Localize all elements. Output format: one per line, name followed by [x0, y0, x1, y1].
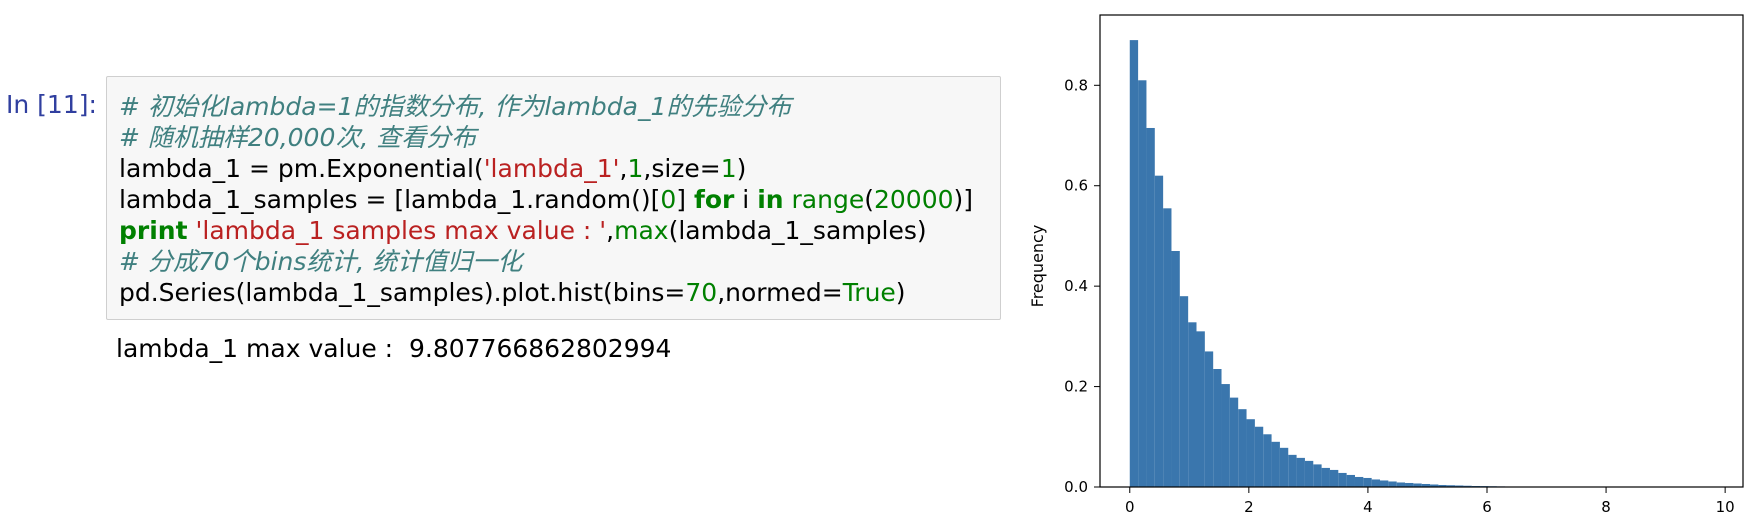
y-tick-label: 0.2 [1064, 378, 1088, 396]
histogram-bar [1388, 481, 1397, 487]
histogram-bar [1196, 331, 1205, 487]
histogram-bar [1246, 419, 1255, 487]
y-axis-label: Frequency [1028, 225, 1047, 308]
code-token-kw: in [757, 185, 784, 214]
code-token-builtin: max [614, 216, 669, 245]
histogram-bar [1304, 460, 1314, 487]
histogram-bar [1146, 127, 1155, 487]
code-token-plain: )] [953, 185, 974, 214]
code-token-plain: ] [676, 185, 694, 214]
code-token-plain: ( [864, 185, 874, 214]
histogram-output: 0 2 4 6 8 10 0.0 0.2 0.4 0.6 0.8 Frequency [1010, 0, 1760, 514]
plot-frame [1099, 14, 1744, 488]
code-token-num: 20000 [874, 185, 954, 214]
histogram-bar [1313, 464, 1322, 487]
code-token-builtin: range [791, 185, 865, 214]
code-token-num: 0 [660, 185, 677, 214]
code-token-plain: ) [895, 278, 906, 307]
input-prompt: In [11]: [6, 90, 97, 119]
x-tick-label: 4 [1363, 498, 1373, 514]
histogram-bar [1329, 469, 1339, 487]
histogram-bar [1213, 369, 1222, 487]
code-line: # 分成70个bins统计, 统计值归一化 [119, 246, 522, 278]
y-tick-label: 0.8 [1064, 76, 1088, 94]
code-token-string: 'lambda_1' [483, 154, 620, 183]
y-tick-label: 0.4 [1064, 277, 1088, 295]
code-token-comment: # 初始化lambda=1的指数分布, 作为lambda_1的先验分布 [119, 92, 792, 121]
histogram-bar [1438, 484, 1447, 487]
code-token-plain: , [606, 216, 615, 245]
histogram-bar [1279, 447, 1289, 487]
histogram-bar [1463, 485, 1472, 487]
code-token-string: 'lambda_1 samples max value : ' [195, 216, 607, 245]
x-tick-label: 10 [1716, 498, 1735, 514]
code-token-plain: ) [736, 154, 747, 183]
code-token-num: 1 [720, 154, 737, 183]
histogram-bar [1238, 409, 1247, 487]
histogram-bar [1455, 485, 1464, 487]
x-tick-label: 0 [1125, 498, 1135, 514]
code-line: lambda_1 = pm.Exponential('lambda_1',1,s… [119, 153, 746, 185]
histogram-bar [1221, 384, 1230, 487]
histogram-bar [1296, 457, 1305, 487]
histogram-bar [1288, 454, 1297, 487]
histogram-bar [1271, 441, 1280, 487]
histogram-bar [1171, 251, 1180, 487]
code-token-plain: ,normed= [717, 278, 843, 307]
code-token-plain: lambda_1 = pm.Exponential( [119, 154, 484, 183]
histogram-bar [1138, 80, 1147, 487]
code-line: lambda_1_samples = [lambda_1.random()[0]… [119, 184, 973, 216]
histogram-bar [1321, 467, 1330, 487]
code-token-plain: pd.Series(lambda_1_samples).plot.hist(bi… [119, 278, 686, 307]
histogram-bar [1263, 434, 1272, 487]
histogram-bar [1354, 476, 1364, 487]
code-line: pd.Series(lambda_1_samples).plot.hist(bi… [119, 277, 906, 309]
code-line: print 'lambda_1 samples max value : ',ma… [119, 215, 927, 247]
histogram-bar [1446, 485, 1456, 487]
code-token-plain: i [734, 185, 758, 214]
histogram-bar [1363, 477, 1372, 487]
x-tick-label: 8 [1601, 498, 1611, 514]
code-token-plain: lambda_1_samples = [lambda_1.random()[ [119, 185, 661, 214]
code-token-plain [188, 216, 196, 245]
histogram-bar [1405, 482, 1414, 487]
code-cell[interactable]: # 初始化lambda=1的指数分布, 作为lambda_1的先验分布 # 随机抽… [106, 76, 1001, 320]
histogram-chart: 0 2 4 6 8 10 0.0 0.2 0.4 0.6 0.8 Frequency [1028, 14, 1744, 514]
code-token-num: 70 [685, 278, 718, 307]
histogram-bar [1338, 472, 1347, 487]
code-token-plain: (lambda_1_samples) [668, 216, 927, 245]
histogram-bar [1430, 484, 1439, 487]
code-token-kw: print [119, 216, 188, 245]
y-tick-label: 0.0 [1064, 478, 1088, 496]
histogram-bar [1380, 480, 1389, 487]
histogram-bar [1204, 351, 1214, 487]
y-tick-label: 0.6 [1064, 177, 1088, 195]
x-tick-label: 6 [1482, 498, 1492, 514]
histogram-bar [1129, 40, 1139, 488]
histogram-bar [1421, 483, 1431, 487]
code-line: # 随机抽样20,000次, 查看分布 [119, 122, 476, 154]
histogram-bar [1229, 397, 1239, 487]
histogram-bar [1188, 322, 1197, 487]
histogram-bar [1254, 426, 1264, 487]
histogram-bar [1413, 483, 1422, 487]
histogram-bar [1371, 479, 1380, 487]
code-token-plain [784, 185, 792, 214]
code-line: # 初始化lambda=1的指数分布, 作为lambda_1的先验分布 [119, 91, 791, 123]
code-token-comment: # 分成70个bins统计, 统计值归一化 [119, 247, 523, 276]
code-token-builtin: True [842, 278, 896, 307]
code-token-plain: ,size= [643, 154, 721, 183]
histogram-bar [1163, 208, 1172, 487]
code-token-kw: for [693, 185, 735, 214]
cell-output: lambda_1 max value : 9.807766862802994 [116, 334, 672, 363]
histogram-bar [1346, 474, 1355, 487]
x-tick-label: 2 [1244, 498, 1254, 514]
histogram-bar [1396, 482, 1406, 487]
code-token-plain: , [619, 154, 628, 183]
code-token-num: 1 [627, 154, 644, 183]
histogram-bar [1154, 175, 1164, 487]
histogram-bar [1179, 296, 1189, 487]
code-token-comment: # 随机抽样20,000次, 查看分布 [119, 123, 477, 152]
